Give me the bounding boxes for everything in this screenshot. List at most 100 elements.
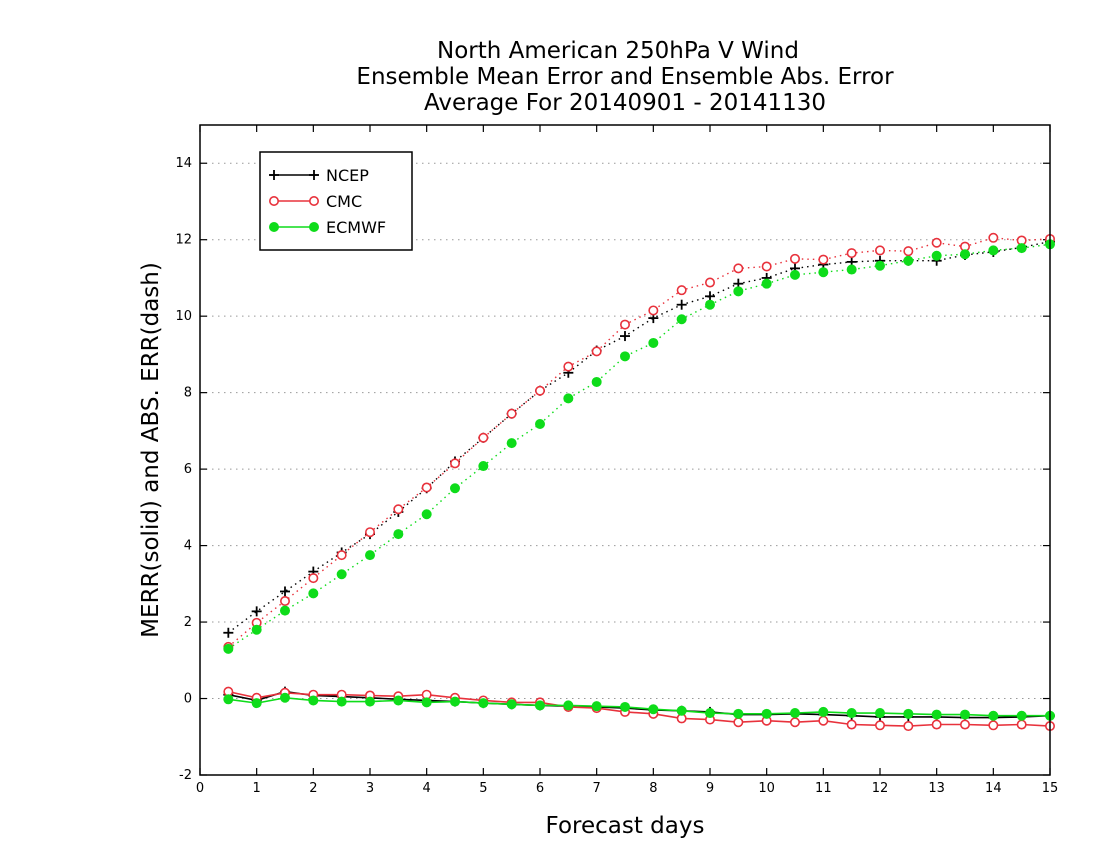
y-tick-label: 12	[175, 233, 192, 248]
series-ecmwf-abs-err-point	[676, 314, 687, 325]
legend-label-ncep: NCEP	[326, 166, 369, 185]
x-tick-label: 2	[309, 781, 317, 796]
series-ecmwf-mean-err-point	[478, 698, 489, 709]
y-tick-label: 0	[184, 692, 192, 707]
series-ecmwf-mean-err-point	[931, 709, 942, 720]
series-ncep-abs-err-point	[223, 627, 234, 638]
series-ecmwf-abs-err-point	[846, 264, 857, 275]
legend-marker-ncep-start	[269, 170, 279, 180]
series-ecmwf-abs-err-point	[818, 267, 829, 278]
series-cmc-abs-err-point	[676, 285, 687, 296]
series-cmc-abs-err-point	[478, 432, 489, 443]
series-cmc-mean-err-point	[874, 720, 885, 731]
x-tick-label: 12	[872, 781, 889, 796]
series-ecmwf-mean-err-point	[1016, 710, 1027, 721]
series-ecmwf-mean-err-point	[620, 701, 630, 712]
x-tick-label: 14	[985, 781, 1002, 796]
series-ecmwf-abs-err-point	[875, 260, 885, 271]
series-ncep-abs-err-point	[251, 606, 262, 617]
series-cmc-abs-err-point	[619, 319, 630, 330]
series-cmc-abs-err-point	[421, 482, 432, 493]
series-cmc-mean-err-point	[931, 719, 942, 730]
series-ncep-abs-err-point	[280, 586, 290, 597]
series-cmc-abs-err-point	[534, 385, 545, 396]
series-ecmwf-abs-err-point	[280, 605, 290, 616]
series-cmc-abs-err-point	[506, 408, 517, 419]
y-tick-label: 10	[175, 309, 192, 324]
series-cmc-abs-err-point	[789, 253, 800, 264]
series-ecmwf-abs-err-point	[223, 643, 234, 654]
series-ecmwf-mean-err-point	[506, 699, 517, 710]
series-ecmwf-mean-err-point	[790, 708, 800, 719]
series-cmc-mean-err-point	[818, 715, 829, 726]
x-tick-label: 4	[423, 781, 431, 796]
series-ecmwf-mean-err-point	[761, 708, 772, 719]
series-cmc-abs-err-point	[563, 361, 574, 372]
series-layer	[223, 232, 1056, 732]
series-ecmwf-mean-err-point	[903, 708, 914, 719]
series-ecmwf-abs-err-point	[308, 588, 319, 599]
series-ecmwf-abs-err-point	[506, 438, 517, 449]
y-tick-label: 8	[184, 386, 192, 401]
series-cmc-abs-err-point	[761, 261, 772, 272]
series-ecmwf-mean-err-point	[818, 706, 829, 717]
y-tick-label: 2	[184, 615, 192, 630]
x-tick-label: 0	[196, 781, 204, 796]
series-cmc-mean-err-point	[846, 719, 857, 730]
series-ecmwf-mean-err-point	[251, 698, 262, 709]
series-ecmwf-abs-err-point	[336, 569, 347, 580]
series-ecmwf-mean-err-point	[450, 696, 460, 707]
series-cmc-abs-err-point	[591, 346, 602, 357]
series-cmc-abs-err-point	[733, 263, 744, 274]
series-cmc-abs-err-point	[336, 550, 347, 561]
x-tick-label: 8	[649, 781, 657, 796]
series-ecmwf-abs-err-point	[648, 337, 659, 348]
series-cmc-mean-err-point	[789, 717, 800, 728]
series-cmc-abs-err-point	[874, 245, 885, 256]
series-ecmwf-mean-err-point	[960, 709, 970, 720]
legend-label-ecmwf: ECMWF	[326, 218, 386, 237]
chart-title: North American 250hPa V Wind	[437, 38, 799, 64]
series-cmc-abs-err-point	[704, 277, 715, 288]
series-ecmwf-mean-err-point	[846, 708, 857, 719]
series-ecmwf-mean-err-point	[676, 705, 687, 716]
series-ecmwf-abs-err-point	[733, 286, 744, 297]
series-ecmwf-mean-err-point	[733, 708, 744, 719]
series-cmc-abs-err-point	[903, 246, 914, 257]
series-ecmwf-mean-err-point	[875, 708, 885, 719]
series-cmc-abs-err-point	[846, 248, 857, 259]
series-ncep-abs-err-point	[676, 299, 687, 310]
series-ecmwf-abs-err-point	[790, 269, 800, 280]
series-cmc-abs-err-point	[308, 573, 319, 584]
series-ecmwf-abs-err-point	[1016, 243, 1027, 254]
plot-frame	[199, 124, 1051, 776]
x-tick-label: 11	[815, 781, 832, 796]
y-axis-label: MERR(solid) and ABS. ERR(dash)	[138, 262, 164, 638]
series-cmc-abs-err-point	[393, 504, 404, 515]
x-tick-label: 9	[706, 781, 714, 796]
legend-marker-cmc-start	[268, 196, 279, 207]
series-ecmwf-abs-err-point	[450, 483, 460, 494]
series-cmc	[223, 232, 1056, 732]
y-tick-label: -2	[179, 768, 192, 783]
series-ecmwf-abs-err-point	[421, 509, 432, 520]
series-ecmwf-abs-err-point	[591, 376, 602, 387]
series-cmc-mean-err-point	[959, 719, 970, 730]
x-tick-label: 7	[593, 781, 601, 796]
series-ecmwf-abs-err-point	[620, 351, 630, 362]
series-cmc-mean-err-point	[1016, 719, 1027, 730]
series-cmc-abs-err-point	[931, 237, 942, 248]
series-ecmwf-abs-err-point	[478, 461, 489, 472]
chart-subtitle: Ensemble Mean Error and Ensemble Abs. Er…	[356, 64, 894, 90]
series-cmc-abs-err-point	[818, 254, 829, 265]
legend-marker-ecmwf-end	[309, 222, 319, 232]
legend-marker-ncep-end	[309, 170, 319, 180]
legend-marker-ecmwf-start	[269, 222, 279, 232]
series-ecmwf-mean-err-point	[336, 696, 347, 707]
x-tick-label: 5	[479, 781, 487, 796]
series-ecmwf-mean-err-point	[393, 695, 404, 706]
series-ecmwf-mean-err-point	[648, 704, 659, 715]
x-tick-label: 13	[928, 781, 945, 796]
